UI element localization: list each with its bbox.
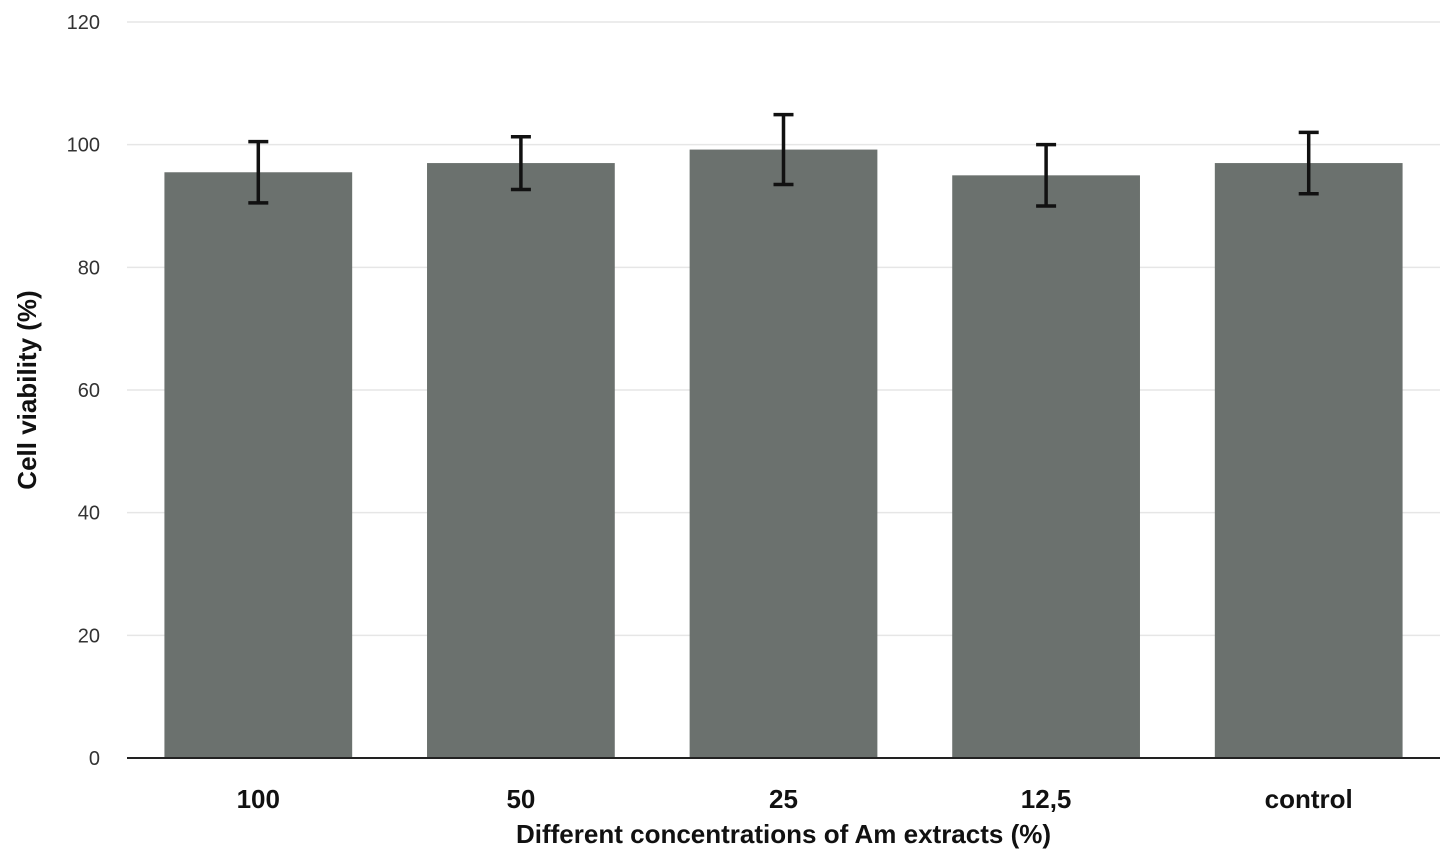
y-tick-label: 60 (78, 380, 100, 402)
y-axis-title: Cell viability (%) (12, 290, 42, 489)
error-bar (510, 134, 531, 192)
y-axis-ticks: 0 20 40 60 80 100 120 (67, 12, 100, 770)
x-tick-label: 100 (237, 784, 280, 814)
y-tick-label: 120 (67, 12, 100, 34)
y-tick-label: 40 (78, 503, 100, 525)
bar (689, 149, 878, 758)
bar (1214, 163, 1403, 759)
error-bar (1298, 130, 1319, 196)
x-tick-label: control (1265, 784, 1353, 814)
error-bars (248, 112, 1319, 208)
bars (164, 149, 1403, 759)
bar (164, 172, 353, 758)
y-tick-label: 100 (67, 135, 100, 157)
x-tick-label: 50 (506, 784, 535, 814)
bar (427, 163, 615, 759)
error-bar (773, 112, 794, 187)
error-bar (1036, 142, 1057, 208)
y-tick-label: 0 (89, 748, 100, 770)
bar (952, 175, 1140, 759)
error-bar (248, 139, 269, 205)
x-tick-label: 12,5 (1021, 784, 1072, 814)
x-tick-label: 25 (769, 784, 798, 814)
y-tick-label: 20 (78, 625, 100, 647)
y-tick-label: 80 (78, 257, 100, 279)
x-axis-title: Different concentrations of Am extracts … (516, 819, 1051, 849)
x-axis-ticks: 100 50 25 12,5 control (237, 784, 1353, 814)
